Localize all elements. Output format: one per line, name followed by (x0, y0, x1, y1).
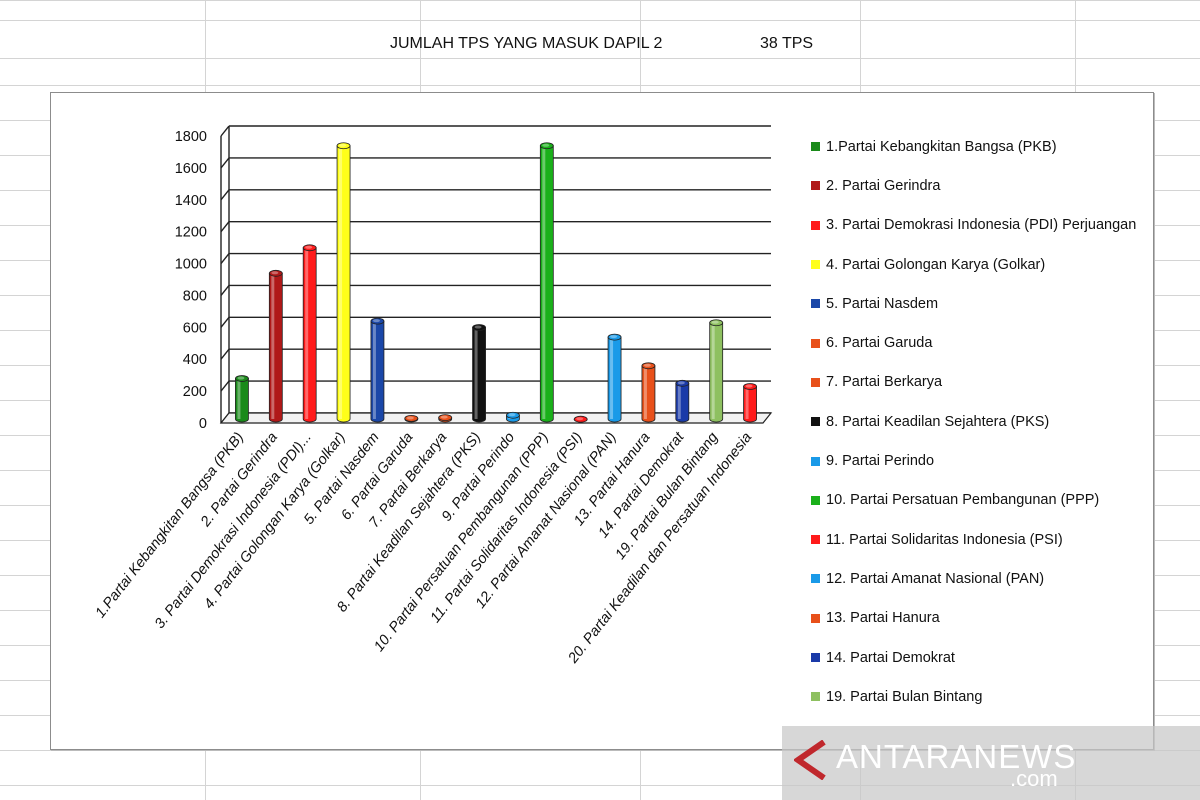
tps-count: 38 TPS (760, 35, 814, 52)
legend-label: 2. Partai Gerindra (826, 177, 941, 194)
bar (743, 383, 757, 423)
legend-swatch (811, 142, 820, 152)
legend-label: 6. Partai Garuda (826, 335, 933, 352)
legend-label: 3. Partai Demokrasi Indonesia (PDI) Perj… (826, 217, 1137, 234)
watermark-domain: .com (1010, 766, 1058, 791)
bar (506, 411, 520, 423)
bar (539, 142, 554, 423)
bar (235, 375, 249, 423)
legend-swatch (811, 299, 820, 309)
y-tick-label: 400 (183, 352, 207, 368)
legend-item: 2. Partai Gerindra (811, 166, 1151, 205)
legend-swatch (811, 495, 820, 505)
legend-label: 9. Partai Perindo (826, 453, 935, 470)
legend-item: 6. Partai Garuda (811, 323, 1151, 362)
bar (268, 269, 283, 423)
bar (641, 362, 656, 423)
sheet-title: JUMLAH TPS YANG MASUK DAPIL 2 (390, 35, 663, 52)
legend-swatch (811, 417, 820, 427)
legend-item: 10. Partai Persatuan Pembangunan (PPP) (811, 481, 1151, 520)
legend-swatch (811, 220, 820, 230)
legend-label: 14. Partai Demokrat (826, 649, 955, 666)
legend-label: 12. Partai Amanat Nasional (PAN) (826, 570, 1045, 587)
legend-swatch (811, 338, 820, 348)
legend-item: 7. Partai Berkarya (811, 363, 1151, 402)
legend-label: 13. Partai Hanura (826, 610, 940, 627)
y-tick-label: 1600 (175, 161, 207, 177)
legend-label: 10. Partai Persatuan Pembangunan (PPP) (826, 492, 1100, 509)
legend-item: 5. Partai Nasdem (811, 284, 1151, 323)
legend-item: 3. Partai Demokrasi Indonesia (PDI) Perj… (811, 206, 1151, 245)
gridline-side (220, 125, 230, 137)
y-tick-label: 0 (199, 416, 207, 432)
legend-label: 4. Partai Golongan Karya (Golkar) (826, 256, 1046, 273)
legend-label: 1.Partai Kebangkitan Bangsa (PKB) (826, 138, 1057, 155)
gridline-side (220, 380, 230, 392)
bar (302, 244, 317, 423)
bar (404, 415, 419, 423)
bar (607, 333, 622, 423)
legend-label: 5. Partai Nasdem (826, 295, 939, 312)
legend-label: 11. Partai Solidaritas Indonesia (PSI) (826, 531, 1063, 548)
legend-swatch (811, 574, 820, 584)
legend-label: 8. Partai Keadilan Sejahtera (PKS) (826, 413, 1050, 430)
chart-legend: 1.Partai Kebangkitan Bangsa (PKB) 2. Part… (811, 127, 1151, 716)
y-tick-label: 200 (183, 384, 207, 400)
bar-chart: 0200400600800100012001400160018001.Parta… (93, 125, 773, 667)
legend-swatch (811, 377, 820, 387)
y-tick-label: 600 (183, 320, 207, 336)
gridline-side (220, 189, 230, 201)
legend-swatch (811, 260, 820, 270)
legend-swatch (811, 535, 820, 545)
watermark-text: ANTARANEWS (836, 738, 1077, 775)
chart-frame[interactable]: 0 200 400 600 800 1000 1200 1400 1600 1800 1.Parta… (50, 92, 1154, 750)
antara-logo-icon (794, 740, 826, 780)
y-tick-label: 800 (183, 288, 207, 304)
y-tick-label: 1000 (175, 257, 207, 273)
y-tick-label: 1400 (175, 193, 207, 209)
legend-swatch (811, 613, 820, 623)
gridline-side (220, 348, 230, 360)
bar (675, 379, 690, 423)
x-tick-label: 3. Partai Demokrasi Indonesia (PDI)... (152, 430, 315, 632)
chart-floor (219, 412, 773, 424)
gridline-side (220, 253, 230, 264)
legend-item: 9. Partai Perindo (811, 441, 1151, 480)
legend-swatch (811, 181, 820, 191)
y-tick-label: 1200 (175, 225, 207, 241)
bar (709, 319, 724, 423)
gridline-side (220, 285, 230, 296)
gridline-side (220, 316, 230, 328)
bar (370, 317, 385, 423)
bar (472, 324, 486, 423)
legend-item: 14. Partai Demokrat (811, 638, 1151, 677)
y-tick-label: 1800 (175, 129, 207, 145)
gridline-side (220, 157, 230, 169)
legend-item: 13. Partai Hanura (811, 599, 1151, 638)
legend-label: 19. Partai Bulan Bintang (826, 688, 983, 705)
bar (336, 142, 351, 423)
antaranews-watermark: ANTARANEWS .com (782, 726, 1200, 800)
legend-item: 4. Partai Golongan Karya (Golkar) (811, 245, 1151, 284)
gridline-side (220, 221, 230, 233)
legend-swatch (811, 653, 820, 662)
bar (573, 415, 588, 423)
legend-swatch (811, 456, 820, 466)
legend-label: 7. Partai Berkarya (826, 374, 943, 391)
legend-item: 19. Partai Bulan Bintang (811, 677, 1151, 716)
legend-item: 8. Partai Keadilan Sejahtera (PKS) (811, 402, 1151, 441)
bar (438, 414, 453, 423)
legend-item: 12. Partai Amanat Nasional (PAN) (811, 559, 1151, 598)
legend-item: 11. Partai Solidaritas Indonesia (PSI) (811, 520, 1151, 559)
legend-item: 1.Partai Kebangkitan Bangsa (PKB) (811, 127, 1151, 166)
legend-swatch (811, 692, 820, 702)
